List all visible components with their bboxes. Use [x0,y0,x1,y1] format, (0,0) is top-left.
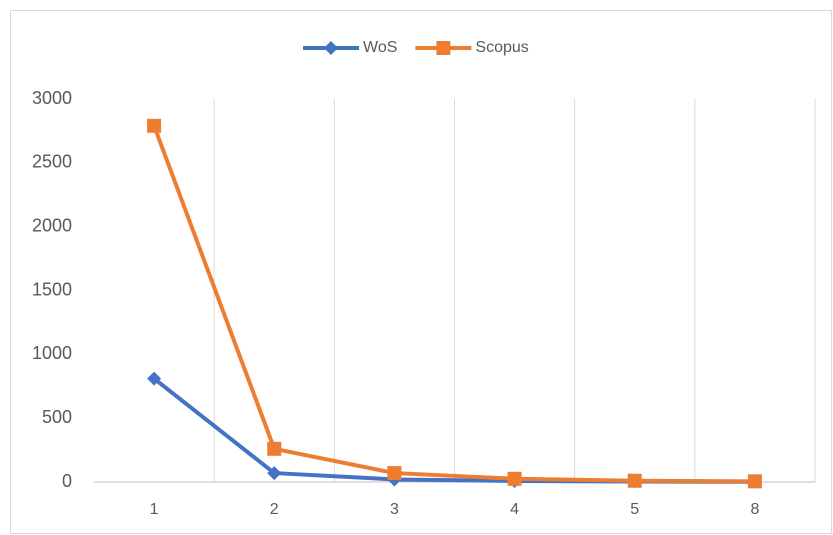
data-point [267,466,282,481]
series-line [152,125,755,484]
legend-label: WoS [363,39,397,56]
legend-marker [436,41,451,55]
data-point [387,466,402,481]
x-tick-label: 3 [390,501,399,518]
x-tick-label: 1 [150,501,159,518]
y-tick-label: 1000 [32,343,72,363]
y-tick-label: 500 [42,407,72,427]
chart-border [10,10,832,534]
data-point [507,471,522,486]
legend: WoS Scopus [303,39,529,56]
data-point [147,118,162,133]
y-tick-label: 2000 [32,215,72,235]
data-point [147,371,162,386]
data-point [747,474,762,489]
data-point [267,441,282,456]
y-tick-label: 0 [62,471,72,491]
x-tick-label: 2 [270,501,279,518]
legend-marker [324,41,338,55]
x-tick-label: 4 [510,501,519,518]
y-tick-label: 2500 [32,152,72,172]
y-tick-label: 1500 [32,279,72,299]
y-tick-label: 3000 [32,88,72,108]
legend-label: Scopus [475,39,528,56]
x-tick-label: 5 [630,501,639,518]
data-point [627,473,642,488]
x-tick-label: 8 [750,501,759,518]
